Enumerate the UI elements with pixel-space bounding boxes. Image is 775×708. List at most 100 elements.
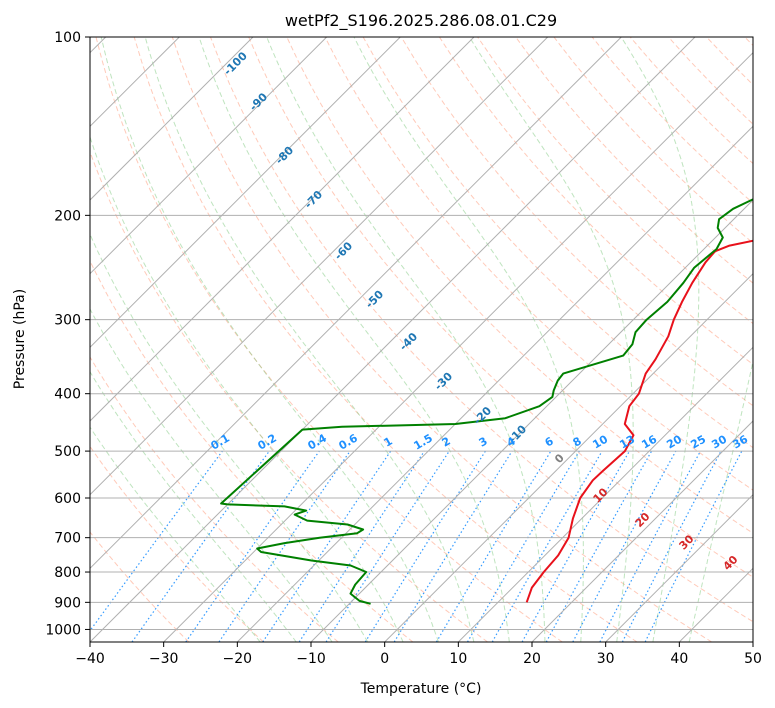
dry-adiabat bbox=[95, 37, 563, 642]
dry-adiabat bbox=[90, 259, 414, 642]
mixing-ratio-label: 6 bbox=[543, 434, 556, 449]
x-tick-label: −20 bbox=[223, 651, 253, 667]
moist-adiabat bbox=[198, 37, 510, 642]
isotherm-gridline bbox=[752, 641, 753, 642]
x-tick-label: 10 bbox=[449, 651, 467, 667]
mixing-ratio-line bbox=[644, 450, 743, 642]
x-axis: −40 −30 −20 −10 0 10 20 30 40 50 bbox=[75, 642, 762, 667]
mixing-ratio-label: 36 bbox=[730, 432, 750, 451]
grid-lines bbox=[90, 37, 753, 642]
dry-adiabat-label: -70 bbox=[302, 188, 325, 211]
isotherm-gridline bbox=[90, 37, 401, 349]
moist-adiabat bbox=[90, 426, 261, 642]
moist-adiabat-label: 40 bbox=[721, 553, 741, 573]
x-tick-label: 50 bbox=[744, 651, 762, 667]
mixing-ratio-label: 30 bbox=[709, 432, 729, 451]
moist-adiabat-label: 20 bbox=[633, 510, 653, 530]
mixing-ratio-label: 25 bbox=[688, 433, 708, 452]
moist-adiabat-label: 10 bbox=[591, 485, 611, 505]
isotherm-gridline bbox=[384, 272, 753, 642]
dry-adiabat bbox=[133, 37, 638, 642]
isotherm-gridline bbox=[457, 346, 753, 642]
moist-adiabat bbox=[469, 37, 634, 642]
dry-adiabat bbox=[438, 37, 753, 366]
dry-adiabat bbox=[248, 37, 753, 578]
mixing-ratio-line bbox=[545, 450, 653, 642]
x-tick-label: −30 bbox=[149, 651, 179, 667]
moist-adiabat bbox=[144, 37, 475, 642]
y-tick-label: 500 bbox=[54, 444, 81, 460]
dry-adiabat-label: -80 bbox=[273, 144, 296, 167]
mixing-ratio-line bbox=[621, 450, 722, 642]
isotherm-gridline bbox=[90, 37, 475, 422]
mixing-ratio-line bbox=[325, 450, 450, 642]
y-axis-label: Pressure (hPa) bbox=[12, 289, 28, 389]
dry-adiabat bbox=[400, 37, 753, 407]
dry-adiabat bbox=[324, 37, 753, 491]
mixing-ratio-label: 2 bbox=[440, 435, 453, 450]
x-tick-label: 20 bbox=[523, 651, 541, 667]
isotherm-gridline bbox=[90, 37, 254, 201]
y-tick-label: 300 bbox=[54, 313, 81, 329]
dry-adiabat-label: -60 bbox=[332, 239, 355, 262]
dry-adiabat bbox=[210, 37, 753, 623]
isotherm-gridline bbox=[605, 493, 753, 642]
profile-lines bbox=[220, 198, 753, 605]
y-tick-label: 600 bbox=[54, 491, 81, 507]
mixing-ratio-line bbox=[435, 450, 552, 642]
y-axis: 100 200 300 400 500 600 700 800 900 1000 bbox=[45, 30, 90, 638]
dry-adiabat bbox=[171, 37, 712, 642]
moist-adiabat-label: 0 bbox=[552, 451, 567, 466]
dry-adiabat bbox=[515, 37, 753, 284]
dry-adiabat-label: -90 bbox=[247, 90, 270, 113]
moist-adiabat bbox=[90, 232, 369, 642]
y-tick-label: 100 bbox=[54, 30, 81, 46]
dewpoint-line bbox=[220, 198, 753, 605]
dry-adiabat bbox=[90, 531, 190, 642]
mixing-ratio-line bbox=[262, 450, 392, 642]
mixing-ratio-label: 3 bbox=[477, 435, 490, 450]
dry-adiabat-label: -20 bbox=[471, 404, 494, 427]
x-tick-label: −40 bbox=[75, 651, 105, 667]
mixing-ratio-line bbox=[572, 450, 677, 642]
isotherm-gridline bbox=[310, 199, 753, 642]
moist-adiabat bbox=[90, 135, 404, 642]
moist-adiabat-label: 30 bbox=[677, 532, 697, 552]
x-tick-label: 0 bbox=[380, 651, 389, 667]
isotherm-gridline bbox=[531, 420, 753, 642]
dry-adiabat bbox=[90, 356, 339, 642]
isotherm-gridline bbox=[678, 567, 753, 642]
moist-adiabat bbox=[266, 37, 546, 642]
x-axis-label: Temperature (°C) bbox=[360, 681, 482, 697]
line-labels: -100-90-80-70-60-50-40-30-20-100.1 0.2 0.4… bbox=[209, 49, 751, 573]
mixing-ratio-label: 16 bbox=[639, 432, 659, 451]
mixing-ratio-line bbox=[90, 450, 223, 632]
mixing-ratio-line bbox=[131, 450, 270, 642]
y-tick-label: 200 bbox=[54, 208, 81, 224]
mixing-ratio-label: 1.5 bbox=[412, 432, 435, 453]
moist-adiabat bbox=[100, 37, 439, 642]
dry-adiabat bbox=[477, 37, 753, 325]
moist-adiabat bbox=[353, 37, 584, 642]
dry-adiabat bbox=[706, 37, 753, 86]
mixing-ratio-line bbox=[298, 450, 425, 642]
dry-adiabat bbox=[744, 37, 753, 47]
isotherm-gridline bbox=[163, 51, 753, 642]
x-tick-label: 30 bbox=[597, 651, 615, 667]
mixing-ratio-line bbox=[393, 450, 513, 642]
mixing-ratio-label: 0.2 bbox=[256, 432, 279, 453]
isotherm-gridline bbox=[90, 37, 328, 275]
moist-adiabat bbox=[688, 358, 753, 642]
dry-adiabat-label: -100 bbox=[221, 49, 250, 78]
dry-adiabat-label: -30 bbox=[432, 370, 455, 393]
dry-adiabat bbox=[362, 37, 753, 449]
dry-adiabat bbox=[90, 445, 264, 642]
mixing-ratio-label: 20 bbox=[664, 432, 684, 451]
isotherm-gridline bbox=[90, 37, 549, 496]
background-lines bbox=[90, 37, 753, 642]
y-tick-label: 900 bbox=[54, 595, 81, 611]
plot-frame bbox=[89, 36, 754, 643]
temperature-line bbox=[525, 239, 753, 603]
x-tick-label: 40 bbox=[670, 651, 688, 667]
